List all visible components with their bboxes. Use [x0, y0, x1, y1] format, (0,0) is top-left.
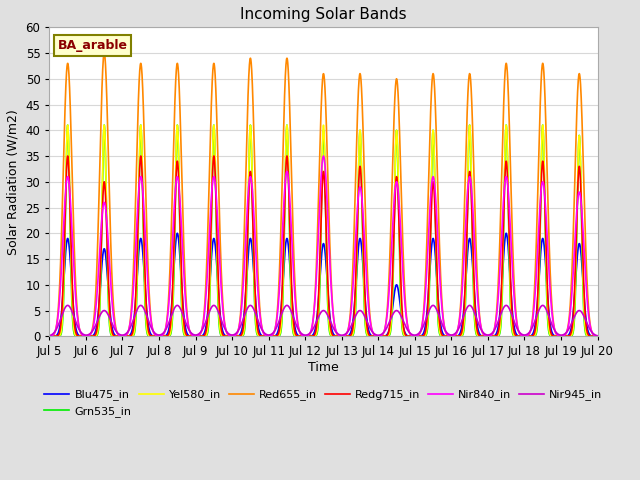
Line: Red655_in: Red655_in	[49, 53, 598, 336]
Red655_in	[594, 334, 602, 339]
Yel580_in	[144, 331, 152, 337]
Redg715_in	[594, 334, 602, 339]
Yel580_in	[477, 334, 485, 339]
Line: Nir840_in: Nir840_in	[49, 156, 598, 336]
Red655_in	[477, 326, 485, 332]
Redg715_in	[45, 334, 53, 339]
Blu475_in	[477, 333, 485, 338]
Nir840_in	[303, 333, 311, 339]
Redg715_in	[416, 334, 424, 339]
Grn535_in	[447, 334, 454, 339]
Nir945_in	[45, 333, 53, 338]
Blu475_in	[446, 334, 454, 339]
Text: BA_arable: BA_arable	[58, 39, 127, 52]
Blu475_in	[416, 333, 424, 339]
X-axis label: Time: Time	[308, 361, 339, 374]
Nir945_in	[416, 329, 424, 335]
Nir945_in	[593, 333, 601, 338]
Nir945_in	[303, 332, 311, 338]
Red655_in	[100, 50, 108, 56]
Yel580_in	[303, 334, 311, 339]
Nir840_in	[45, 333, 53, 339]
Yel580_in	[64, 122, 72, 128]
Nir945_in	[477, 327, 485, 333]
Nir945_in	[594, 333, 602, 338]
Yel580_in	[447, 334, 454, 339]
Blu475_in	[502, 230, 510, 236]
Blu475_in	[594, 334, 602, 339]
Blu475_in	[593, 334, 601, 339]
Nir840_in	[447, 333, 454, 339]
Grn535_in	[593, 334, 601, 339]
Blu475_in	[45, 334, 53, 339]
Nir840_in	[144, 282, 152, 288]
Y-axis label: Solar Radiation (W/m2): Solar Radiation (W/m2)	[7, 109, 20, 255]
Redg715_in	[477, 334, 485, 339]
Line: Yel580_in: Yel580_in	[49, 125, 598, 336]
Legend: Blu475_in, Grn535_in, Yel580_in, Red655_in, Redg715_in, Nir840_in, Nir945_in: Blu475_in, Grn535_in, Yel580_in, Red655_…	[40, 385, 607, 421]
Redg715_in	[64, 153, 72, 159]
Line: Blu475_in: Blu475_in	[49, 233, 598, 336]
Line: Grn535_in: Grn535_in	[49, 125, 598, 336]
Nir840_in	[477, 326, 485, 332]
Nir840_in	[319, 153, 327, 159]
Grn535_in	[64, 122, 72, 128]
Line: Redg715_in: Redg715_in	[49, 156, 598, 336]
Red655_in	[144, 264, 152, 270]
Yel580_in	[593, 334, 601, 339]
Redg715_in	[593, 334, 601, 339]
Grn535_in	[303, 334, 311, 339]
Red655_in	[45, 334, 53, 339]
Grn535_in	[594, 334, 602, 339]
Red655_in	[416, 330, 424, 336]
Redg715_in	[303, 334, 311, 339]
Nir945_in	[447, 332, 454, 338]
Line: Nir945_in: Nir945_in	[49, 305, 598, 336]
Blu475_in	[303, 334, 311, 339]
Grn535_in	[144, 333, 152, 338]
Redg715_in	[144, 325, 152, 331]
Nir945_in	[144, 317, 152, 323]
Red655_in	[303, 333, 311, 339]
Nir945_in	[64, 302, 72, 308]
Nir840_in	[594, 333, 602, 339]
Grn535_in	[416, 334, 424, 339]
Red655_in	[447, 333, 454, 339]
Red655_in	[593, 333, 601, 339]
Grn535_in	[477, 334, 485, 339]
Blu475_in	[144, 319, 152, 324]
Grn535_in	[45, 334, 53, 339]
Yel580_in	[45, 334, 53, 339]
Title: Incoming Solar Bands: Incoming Solar Bands	[240, 7, 407, 22]
Yel580_in	[594, 334, 602, 339]
Nir840_in	[416, 330, 424, 336]
Nir840_in	[593, 333, 601, 339]
Yel580_in	[416, 334, 424, 339]
Redg715_in	[447, 334, 454, 339]
